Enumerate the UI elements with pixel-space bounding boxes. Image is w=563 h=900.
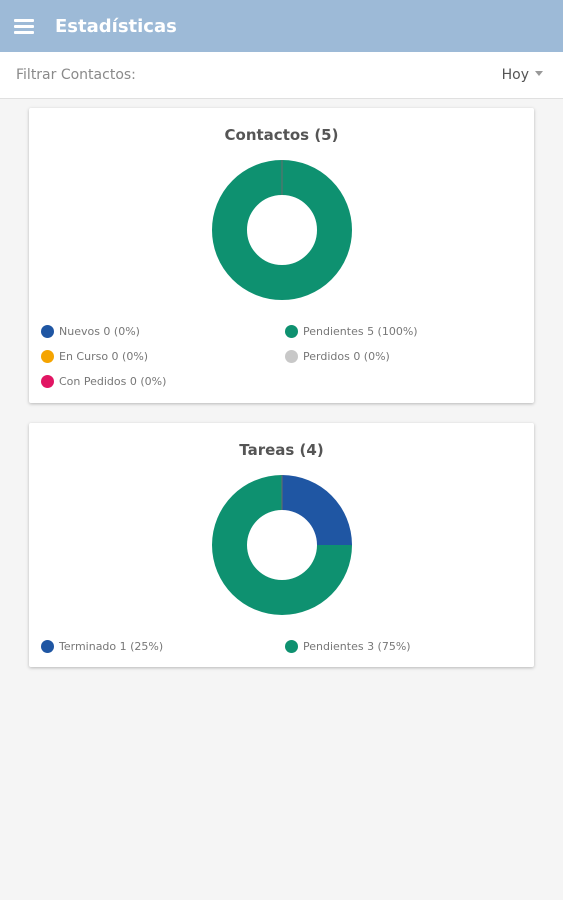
legend-label-pendientes-tareas: Pendientes 3 (75%) [303, 640, 411, 653]
legend-dot-nuevos [41, 325, 54, 338]
legend-label-perdidos: Perdidos 0 (0%) [303, 350, 390, 363]
menu-icon[interactable] [14, 17, 36, 35]
legend-label-pendientes: Pendientes 5 (100%) [303, 325, 418, 338]
legend-item-nuevos: Nuevos 0 (0%) [41, 325, 140, 338]
contactos-donut-chart [212, 160, 352, 300]
tareas-slice-terminado [282, 475, 352, 545]
chevron-down-icon [535, 70, 543, 76]
app-bar: Estadísticas [0, 0, 563, 52]
legend-dot-perdidos [285, 350, 298, 363]
legend-label-terminado: Terminado 1 (25%) [59, 640, 164, 653]
contactos-title: Contactos (5) [224, 126, 339, 144]
legend-item-pendientes-tareas: Pendientes 3 (75%) [285, 640, 411, 653]
tareas-card: Tareas (4) Terminado 1 (25%) Pendientes … [29, 423, 534, 667]
filter-label: Filtrar Contactos: [16, 67, 136, 83]
legend-item-en-curso: En Curso 0 (0%) [41, 350, 148, 363]
legend-dot-en-curso [41, 350, 54, 363]
legend-item-pendientes: Pendientes 5 (100%) [285, 325, 418, 338]
legend-dot-con-pedidos [41, 375, 54, 388]
filter-dropdown[interactable]: Hoy [502, 67, 543, 83]
filter-selected-value: Hoy [501, 67, 529, 83]
legend-label-en-curso: En Curso 0 (0%) [59, 350, 149, 363]
legend-dot-terminado [41, 640, 54, 653]
legend-label-con-pedidos: Con Pedidos 0 (0%) [59, 375, 167, 388]
legend-label-nuevos: Nuevos 0 (0%) [59, 325, 140, 338]
tareas-slice-pendientes [212, 475, 352, 615]
legend-item-perdidos: Perdidos 0 (0%) [285, 350, 390, 363]
legend-dot-pendientes [285, 325, 298, 338]
legend-item-terminado: Terminado 1 (25%) [41, 640, 163, 653]
filter-bar: Filtrar Contactos: Hoy [0, 52, 563, 99]
legend-dot-pendientes-tareas [285, 640, 298, 653]
tareas-donut-chart [212, 475, 352, 615]
legend-item-con-pedidos: Con Pedidos 0 (0%) [41, 375, 166, 388]
tareas-title: Tareas (4) [239, 441, 324, 459]
page-title: Estadísticas [55, 15, 177, 37]
contactos-card: Contactos (5) Nuevos 0 (0%) Pendientes 5… [29, 108, 534, 403]
